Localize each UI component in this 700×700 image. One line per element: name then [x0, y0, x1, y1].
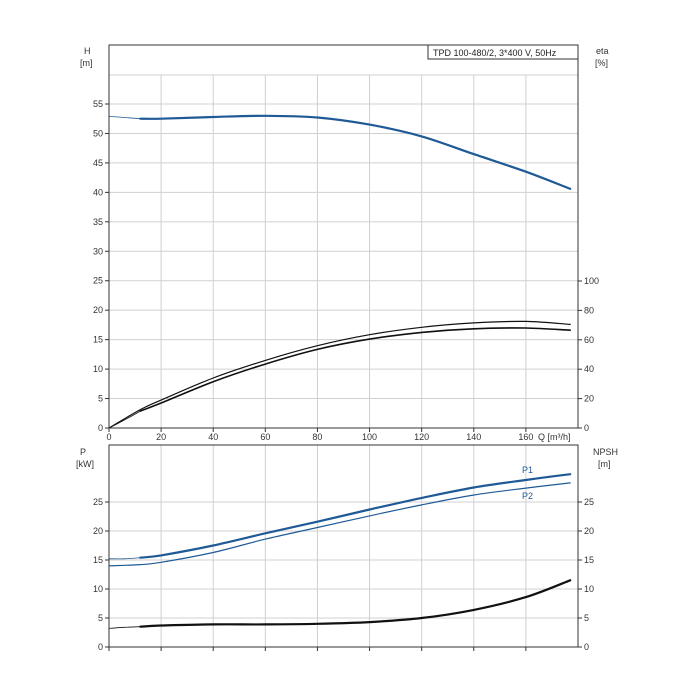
- right-tick-label: 15: [584, 555, 594, 565]
- left-tick-label: 30: [93, 246, 103, 256]
- left-tick-label: 20: [93, 305, 103, 315]
- left-tick-label: 10: [93, 364, 103, 374]
- curve-eta-2: [108, 320, 571, 429]
- left-tick-label: 0: [98, 423, 103, 433]
- curve-p1-extrapolated: [108, 557, 141, 560]
- curve-npsh: [139, 579, 572, 628]
- x-tick-label: 80: [312, 432, 322, 442]
- right-tick-label: 40: [584, 364, 594, 374]
- eta-axis-unit: [%]: [595, 58, 608, 68]
- bottom-panel-frame: [108, 444, 579, 648]
- npsh-axis-unit: [m]: [598, 459, 611, 469]
- x-tick-label: 100: [362, 432, 377, 442]
- bottom-panel-curves: [108, 473, 572, 629]
- x-tick-label: 0: [106, 432, 111, 442]
- curve-p2: [108, 482, 571, 567]
- right-tick-label: 10: [584, 584, 594, 594]
- x-tick-label: 160: [518, 432, 533, 442]
- left-tick-label: 15: [93, 555, 103, 565]
- head-axis-label: H: [84, 46, 91, 56]
- curve-eta-extrapolated: [108, 410, 141, 429]
- p1-series-label: P1: [522, 465, 533, 475]
- left-tick-label: 55: [93, 99, 103, 109]
- right-tick-label: 25: [584, 497, 594, 507]
- right-tick-label: 0: [584, 642, 589, 652]
- curve-h-extrapolated: [108, 116, 141, 120]
- left-tick-label: 5: [98, 613, 103, 623]
- left-tick-label: 50: [93, 128, 103, 138]
- right-tick-label: 80: [584, 305, 594, 315]
- x-tick-label: 120: [414, 432, 429, 442]
- left-tick-label: 40: [93, 187, 103, 197]
- flow-axis-label: Q [m³/h]: [538, 432, 571, 442]
- x-tick-label: 60: [260, 432, 270, 442]
- curve-npsh-extrapolated: [108, 626, 141, 629]
- top-panel-curves: [108, 114, 572, 429]
- x-tick-label: 40: [208, 432, 218, 442]
- right-tick-label: 100: [584, 276, 599, 286]
- left-tick-label: 0: [98, 642, 103, 652]
- x-tick-label: 140: [466, 432, 481, 442]
- chart-title: TPD 100-480/2, 3*400 V, 50Hz: [433, 48, 557, 58]
- left-tick-label: 10: [93, 584, 103, 594]
- power-axis-label: P: [80, 447, 86, 457]
- head-axis-unit: [m]: [80, 58, 93, 68]
- top-panel-frame: [108, 44, 579, 429]
- left-tick-label: 15: [93, 335, 103, 345]
- left-tick-label: 35: [93, 217, 103, 227]
- npsh-axis-label: NPSH: [593, 447, 618, 457]
- x-tick-label: 20: [156, 432, 166, 442]
- p2-series-label: P2: [522, 491, 533, 501]
- bottom-panel-grid: [109, 445, 578, 647]
- eta-axis-label: eta: [596, 46, 609, 56]
- power-axis-unit: [kW]: [76, 459, 94, 469]
- left-tick-label: 45: [93, 158, 103, 168]
- right-tick-label: 5: [584, 613, 589, 623]
- left-tick-label: 20: [93, 526, 103, 536]
- left-tick-label: 25: [93, 276, 103, 286]
- left-tick-label: 5: [98, 394, 103, 404]
- top-panel-grid: [109, 74, 578, 428]
- right-tick-label: 60: [584, 335, 594, 345]
- right-tick-label: 20: [584, 394, 594, 404]
- curve-h: [139, 114, 572, 190]
- right-tick-label: 0: [584, 423, 589, 433]
- left-tick-label: 25: [93, 497, 103, 507]
- curve-eta: [139, 327, 571, 412]
- title-box: [427, 44, 579, 60]
- curve-p1: [139, 473, 572, 559]
- right-tick-label: 20: [584, 526, 594, 536]
